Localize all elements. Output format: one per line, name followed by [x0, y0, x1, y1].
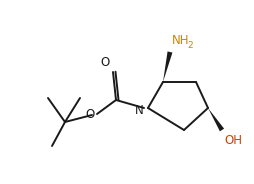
Text: OH: OH — [224, 134, 242, 147]
Polygon shape — [163, 52, 172, 82]
Text: N: N — [135, 105, 143, 118]
Text: NH: NH — [172, 34, 189, 47]
Polygon shape — [208, 108, 224, 131]
Text: O: O — [101, 56, 110, 69]
Text: O: O — [86, 109, 95, 121]
Text: 2: 2 — [187, 41, 193, 50]
